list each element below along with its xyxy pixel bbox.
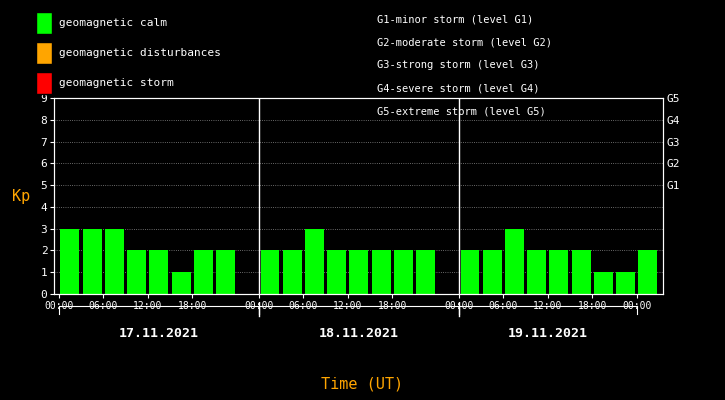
- Bar: [216, 250, 235, 294]
- Text: 17.11.2021: 17.11.2021: [119, 327, 199, 340]
- Bar: [505, 229, 524, 294]
- Bar: [527, 250, 546, 294]
- Bar: [83, 229, 102, 294]
- Bar: [594, 272, 613, 294]
- Bar: [483, 250, 502, 294]
- Bar: [616, 272, 635, 294]
- Text: G1-minor storm (level G1): G1-minor storm (level G1): [377, 14, 534, 24]
- Bar: [372, 250, 391, 294]
- Bar: [105, 229, 124, 294]
- Bar: [260, 250, 279, 294]
- Text: geomagnetic storm: geomagnetic storm: [59, 78, 174, 88]
- Text: Kp: Kp: [12, 188, 30, 204]
- Bar: [283, 250, 302, 294]
- Bar: [349, 250, 368, 294]
- Text: geomagnetic calm: geomagnetic calm: [59, 18, 167, 28]
- Text: G3-strong storm (level G3): G3-strong storm (level G3): [377, 60, 539, 70]
- Bar: [149, 250, 168, 294]
- Bar: [172, 272, 191, 294]
- Text: geomagnetic disturbances: geomagnetic disturbances: [59, 48, 221, 58]
- Text: 18.11.2021: 18.11.2021: [319, 327, 399, 340]
- Bar: [327, 250, 346, 294]
- Bar: [127, 250, 146, 294]
- Text: G5-extreme storm (level G5): G5-extreme storm (level G5): [377, 107, 546, 117]
- Bar: [550, 250, 568, 294]
- Bar: [460, 250, 479, 294]
- Bar: [394, 250, 413, 294]
- Bar: [416, 250, 435, 294]
- Bar: [194, 250, 212, 294]
- Bar: [60, 229, 79, 294]
- Text: G4-severe storm (level G4): G4-severe storm (level G4): [377, 84, 539, 94]
- Text: Time (UT): Time (UT): [321, 376, 404, 392]
- Bar: [639, 250, 658, 294]
- Text: 19.11.2021: 19.11.2021: [507, 327, 588, 340]
- Text: G2-moderate storm (level G2): G2-moderate storm (level G2): [377, 37, 552, 47]
- Bar: [305, 229, 324, 294]
- Bar: [572, 250, 591, 294]
